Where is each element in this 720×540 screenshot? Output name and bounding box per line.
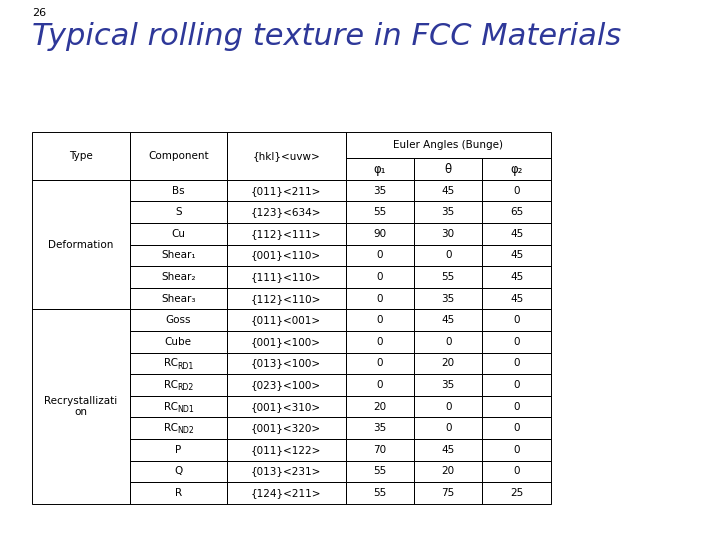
Text: {hkl}<uvw>: {hkl}<uvw> — [252, 151, 320, 161]
Text: 55: 55 — [373, 207, 387, 217]
Text: Euler Angles (Bunge): Euler Angles (Bunge) — [393, 140, 503, 150]
Text: 90: 90 — [373, 229, 387, 239]
Text: Cu: Cu — [171, 229, 185, 239]
Text: {023}<100>: {023}<100> — [251, 380, 321, 390]
Text: RC: RC — [164, 380, 178, 390]
Text: 45: 45 — [510, 294, 523, 303]
Text: 0: 0 — [513, 423, 520, 433]
Text: {001}<310>: {001}<310> — [251, 402, 321, 411]
Text: 55: 55 — [373, 467, 387, 476]
Text: 0: 0 — [445, 337, 451, 347]
Text: S: S — [175, 207, 181, 217]
Text: 0: 0 — [377, 251, 383, 260]
Text: {001}<100>: {001}<100> — [251, 337, 321, 347]
Text: 55: 55 — [373, 488, 387, 498]
Text: {011}<001>: {011}<001> — [251, 315, 321, 325]
Text: 26: 26 — [32, 8, 47, 18]
Text: 20: 20 — [441, 359, 455, 368]
Text: 0: 0 — [513, 315, 520, 325]
Text: 45: 45 — [510, 272, 523, 282]
Text: {112}<111>: {112}<111> — [251, 229, 321, 239]
Text: RC: RC — [164, 423, 178, 433]
Text: 45: 45 — [510, 251, 523, 260]
Text: 20: 20 — [441, 467, 455, 476]
Text: {112}<110>: {112}<110> — [251, 294, 321, 303]
Text: {013}<100>: {013}<100> — [251, 359, 321, 368]
Text: 35: 35 — [441, 380, 455, 390]
Text: 35: 35 — [441, 294, 455, 303]
Text: 45: 45 — [441, 445, 455, 455]
Text: RD1: RD1 — [177, 361, 193, 370]
Text: Shear₂: Shear₂ — [161, 272, 195, 282]
Text: 20: 20 — [373, 402, 387, 411]
Text: 0: 0 — [513, 402, 520, 411]
Text: RC: RC — [164, 359, 178, 368]
Text: 0: 0 — [513, 380, 520, 390]
Text: Goss: Goss — [166, 315, 191, 325]
Text: RC: RC — [164, 402, 178, 411]
Text: Cube: Cube — [165, 337, 192, 347]
Text: Component: Component — [148, 151, 209, 161]
Text: φ₂: φ₂ — [510, 163, 523, 176]
Text: {123}<634>: {123}<634> — [251, 207, 321, 217]
Text: 0: 0 — [513, 337, 520, 347]
Text: 70: 70 — [373, 445, 387, 455]
Text: 45: 45 — [510, 229, 523, 239]
Text: φ₁: φ₁ — [374, 163, 386, 176]
Text: 35: 35 — [441, 207, 455, 217]
Text: 30: 30 — [441, 229, 455, 239]
Text: 0: 0 — [377, 315, 383, 325]
Text: 0: 0 — [513, 445, 520, 455]
Text: Deformation: Deformation — [48, 240, 114, 249]
Text: 0: 0 — [513, 467, 520, 476]
Text: {011}<211>: {011}<211> — [251, 186, 321, 195]
Text: 0: 0 — [377, 272, 383, 282]
Text: 55: 55 — [441, 272, 455, 282]
Text: θ: θ — [445, 163, 451, 176]
Text: Q: Q — [174, 467, 182, 476]
Text: Type: Type — [69, 151, 93, 161]
Text: 0: 0 — [377, 359, 383, 368]
Text: 25: 25 — [510, 488, 523, 498]
Text: 0: 0 — [445, 402, 451, 411]
Text: 0: 0 — [513, 359, 520, 368]
Text: 0: 0 — [445, 251, 451, 260]
Text: 45: 45 — [441, 315, 455, 325]
Text: 0: 0 — [377, 380, 383, 390]
Text: Shear₃: Shear₃ — [161, 294, 195, 303]
Text: 0: 0 — [445, 423, 451, 433]
Text: 65: 65 — [510, 207, 523, 217]
Text: ND1: ND1 — [177, 404, 194, 414]
Text: {013}<231>: {013}<231> — [251, 467, 321, 476]
Text: {124}<211>: {124}<211> — [251, 488, 321, 498]
Text: Typical rolling texture in FCC Materials: Typical rolling texture in FCC Materials — [32, 22, 621, 51]
Text: RD2: RD2 — [177, 383, 193, 392]
Text: {011}<122>: {011}<122> — [251, 445, 321, 455]
Text: 75: 75 — [441, 488, 455, 498]
Text: P: P — [175, 445, 181, 455]
Text: 35: 35 — [373, 423, 387, 433]
Text: ND2: ND2 — [177, 426, 194, 435]
Text: 0: 0 — [513, 186, 520, 195]
Text: 45: 45 — [441, 186, 455, 195]
Text: 0: 0 — [377, 294, 383, 303]
Text: Shear₁: Shear₁ — [161, 251, 196, 260]
Text: 35: 35 — [373, 186, 387, 195]
Text: {111}<110>: {111}<110> — [251, 272, 321, 282]
Text: 0: 0 — [377, 337, 383, 347]
Text: Bs: Bs — [172, 186, 184, 195]
Text: Recrystallizati
on: Recrystallizati on — [45, 396, 117, 417]
Text: R: R — [175, 488, 181, 498]
Text: {001}<320>: {001}<320> — [251, 423, 321, 433]
Text: {001}<110>: {001}<110> — [251, 251, 321, 260]
